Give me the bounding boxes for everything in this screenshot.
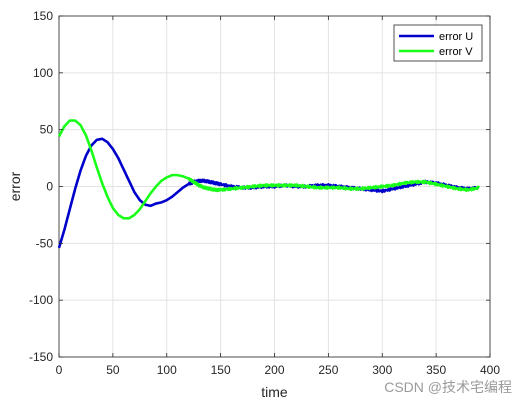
legend-label: error V bbox=[439, 46, 473, 58]
x-tick-label: 150 bbox=[211, 363, 231, 377]
legend: error U error V bbox=[393, 24, 483, 62]
x-tick-label: 50 bbox=[106, 363, 120, 377]
x-tick-label: 350 bbox=[426, 363, 446, 377]
x-tick-label: 200 bbox=[264, 363, 284, 377]
x-tick-label: 300 bbox=[372, 363, 392, 377]
x-tick-label: 250 bbox=[318, 363, 338, 377]
legend-label: error U bbox=[439, 31, 473, 43]
watermark-text: CSDN @技术宅编程 bbox=[384, 379, 512, 395]
y-tick-label: -150 bbox=[29, 350, 53, 364]
y-tick-label: 0 bbox=[46, 180, 53, 194]
y-tick-label: -50 bbox=[36, 236, 54, 250]
x-axis-label: time bbox=[261, 384, 288, 400]
y-tick-label: -100 bbox=[29, 293, 53, 307]
series-layer bbox=[57, 119, 480, 249]
y-tick-label: 150 bbox=[33, 9, 53, 23]
series-line-error-u bbox=[57, 137, 480, 249]
series-line-error-v bbox=[57, 119, 480, 220]
legend-box bbox=[393, 24, 483, 62]
y-tick-label: 50 bbox=[40, 123, 54, 137]
x-tick-label: 100 bbox=[157, 363, 177, 377]
y-axis-label: error bbox=[7, 171, 23, 201]
tick-layer: 0 50 100 150 200 250 300 350 400 -150 -100 -50 0 50 10… bbox=[29, 9, 500, 377]
x-tick-label: 400 bbox=[480, 363, 500, 377]
y-tick-label: 100 bbox=[33, 66, 53, 80]
x-tick-label: 0 bbox=[56, 363, 63, 377]
